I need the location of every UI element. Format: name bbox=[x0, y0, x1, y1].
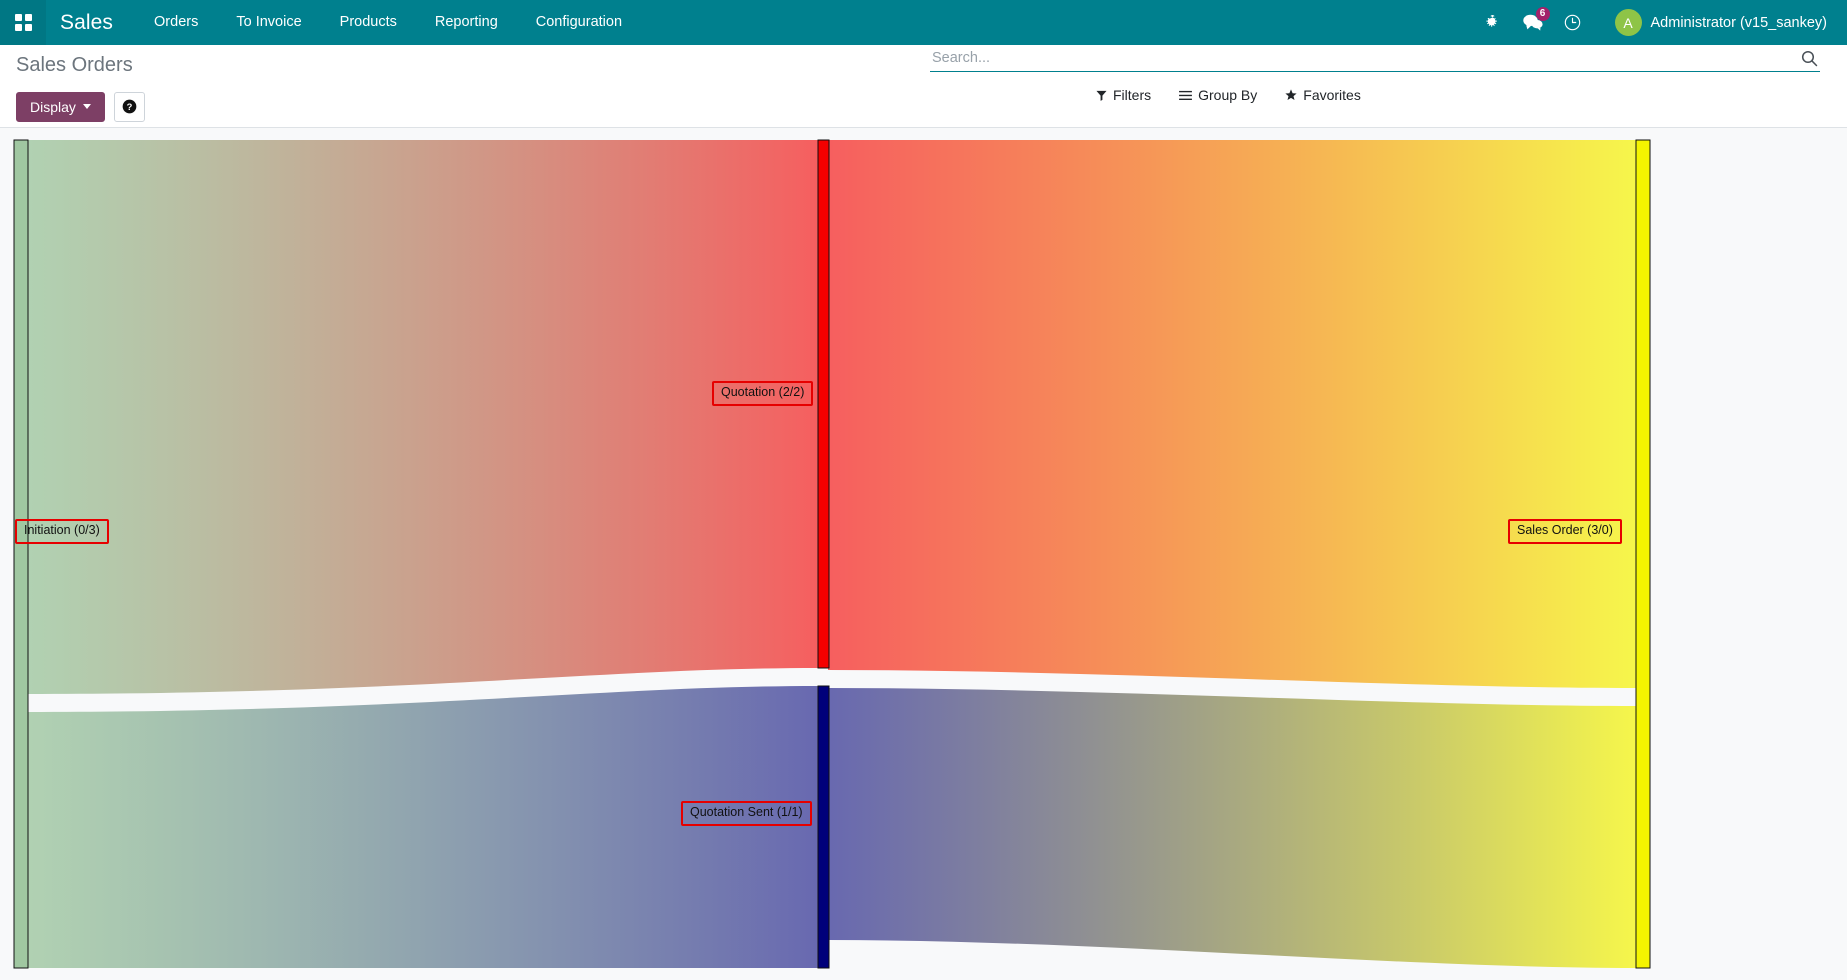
page-title: Sales Orders bbox=[16, 54, 133, 76]
apps-menu-toggle[interactable] bbox=[0, 0, 46, 45]
messages-icon[interactable]: 6 bbox=[1513, 0, 1553, 45]
question-circle-icon: ? bbox=[122, 99, 137, 114]
sankey-chart[interactable]: Initiation (0/3) Quotation (2/2) Quotati… bbox=[0, 128, 1847, 980]
sankey-link-quotation-sales-order[interactable] bbox=[828, 140, 1636, 688]
filter-bar: Filters Group By Favorites bbox=[930, 83, 1830, 107]
bug-icon[interactable] bbox=[1473, 0, 1513, 45]
menu-item-configuration[interactable]: Configuration bbox=[535, 14, 623, 30]
search-box[interactable] bbox=[930, 47, 1820, 72]
menu-item-products[interactable]: Products bbox=[339, 14, 397, 30]
sankey-node-label-quotation-sent[interactable]: Quotation Sent (1/1) bbox=[681, 801, 812, 826]
apps-grid-icon bbox=[14, 14, 32, 31]
menu-item-reporting[interactable]: Reporting bbox=[434, 14, 498, 30]
app-brand-sales[interactable]: Sales bbox=[60, 10, 114, 34]
menu-item-to-invoice[interactable]: To Invoice bbox=[236, 14, 302, 30]
svg-text:?: ? bbox=[127, 102, 133, 112]
systray: 6 A Administrator (v15_sankey) bbox=[1473, 0, 1832, 45]
main-menu: Orders To Invoice Products Reporting Con… bbox=[135, 0, 641, 45]
group-by-button[interactable]: Group By bbox=[1165, 83, 1271, 107]
sankey-node-quotation-sent[interactable] bbox=[817, 685, 830, 969]
top-navbar: Sales Orders To Invoice Products Reporti… bbox=[0, 0, 1847, 45]
control-panel-actions: Display ? bbox=[0, 47, 1847, 163]
bars-icon bbox=[1179, 90, 1193, 100]
sankey-node-sales-order[interactable] bbox=[1635, 139, 1651, 969]
avatar: A bbox=[1614, 9, 1642, 36]
activities-clock-icon[interactable] bbox=[1553, 0, 1593, 45]
user-name: Administrator (v15_sankey) bbox=[1650, 14, 1828, 31]
filters-button[interactable]: Filters bbox=[1082, 83, 1165, 107]
filter-icon bbox=[1096, 90, 1107, 101]
display-button-label: Display bbox=[30, 98, 76, 115]
sankey-link-initiation-quotation[interactable] bbox=[28, 140, 818, 694]
sankey-node-quotation[interactable] bbox=[817, 139, 830, 669]
sankey-link-quotation-sent-sales-order[interactable] bbox=[828, 688, 1636, 968]
favorites-button[interactable]: Favorites bbox=[1271, 83, 1375, 107]
sankey-node-label-sales-order[interactable]: Sales Order (3/0) bbox=[1508, 519, 1622, 544]
help-button[interactable]: ? bbox=[113, 91, 145, 122]
group-by-label: Group By bbox=[1198, 87, 1258, 103]
user-menu[interactable]: A Administrator (v15_sankey) bbox=[1593, 0, 1832, 45]
sankey-node-label-quotation[interactable]: Quotation (2/2) bbox=[712, 381, 814, 406]
sankey-svg bbox=[13, 139, 1651, 969]
star-icon bbox=[1285, 89, 1297, 100]
display-button[interactable]: Display bbox=[16, 91, 105, 122]
menu-item-orders[interactable]: Orders bbox=[154, 14, 199, 30]
favorites-label: Favorites bbox=[1303, 87, 1361, 103]
chevron-down-icon bbox=[82, 104, 91, 109]
breadcrumb-row: Sales Orders bbox=[0, 45, 1847, 85]
sankey-node-initiation[interactable] bbox=[13, 139, 29, 969]
filters-label: Filters bbox=[1113, 87, 1152, 103]
sankey-link-initiation-quotation-sent-band[interactable] bbox=[28, 686, 818, 968]
messages-count-badge: 6 bbox=[1535, 7, 1550, 21]
control-panel: Sales Orders Display ? bbox=[0, 45, 1847, 163]
search-input[interactable] bbox=[930, 47, 1799, 69]
search-icon[interactable] bbox=[1799, 50, 1820, 67]
search-area: Filters Group By Favorites bbox=[930, 47, 1830, 107]
sankey-node-label-initiation[interactable]: Initiation (0/3) bbox=[15, 519, 109, 544]
